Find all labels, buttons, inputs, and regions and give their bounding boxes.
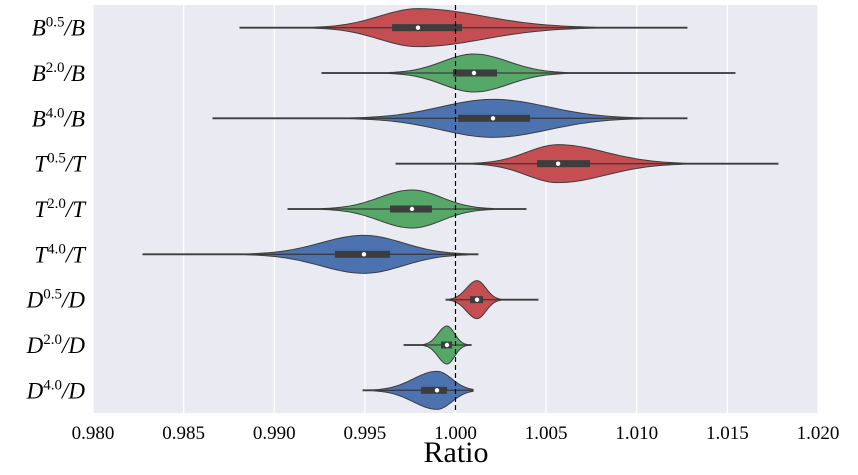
label-base: B	[32, 16, 46, 41]
y-tick-label: B2.0/B	[32, 60, 85, 86]
x-tick-label: 1.010	[615, 423, 658, 444]
x-tick-label: 1.000	[434, 423, 477, 444]
median-dot	[434, 388, 440, 393]
label-tail: /B	[63, 16, 85, 41]
y-tick-label: D2.0/D	[26, 332, 86, 358]
y-tick-label: D4.0/D	[26, 377, 86, 403]
label-exponent: 4.0	[47, 241, 66, 257]
median-dot	[555, 161, 561, 166]
iqr-box	[421, 386, 447, 394]
label-tail: /D	[60, 288, 85, 313]
label-tail: /T	[64, 197, 87, 222]
label-tail: /D	[60, 378, 85, 403]
x-tick-label: 0.990	[253, 423, 296, 444]
median-dot	[409, 206, 415, 212]
label-base: B	[32, 106, 46, 131]
y-tick-label: T0.5/T	[34, 151, 87, 177]
y-tick-label: T4.0/T	[34, 241, 87, 267]
label-base: D	[26, 333, 44, 358]
label-exponent: 2.0	[47, 196, 66, 212]
x-tick-label: 0.995	[344, 423, 387, 444]
label-base: T	[34, 242, 49, 267]
iqr-box	[537, 160, 590, 168]
label-base: T	[34, 152, 49, 177]
x-axis-label: Ratio	[424, 436, 489, 469]
x-tick-label: 1.005	[525, 423, 568, 444]
y-tick-label: D0.5/D	[26, 287, 86, 313]
median-dot	[415, 25, 421, 30]
y-tick-label: T2.0/T	[34, 196, 87, 222]
label-tail: /B	[63, 106, 85, 131]
label-tail: /T	[64, 152, 87, 177]
x-tick-label: 0.985	[162, 423, 205, 444]
median-dot	[444, 342, 450, 348]
median-dot	[474, 297, 480, 302]
label-tail: /D	[60, 333, 85, 358]
iqr-box	[392, 24, 463, 32]
x-tick-label: 0.980	[72, 423, 115, 444]
label-exponent: 0.5	[43, 287, 62, 303]
median-dot	[490, 116, 496, 121]
label-exponent: 0.5	[46, 15, 65, 31]
label-base: T	[34, 197, 49, 222]
x-tick-label: 1.020	[797, 423, 840, 444]
median-dot	[471, 70, 477, 76]
label-base: D	[26, 288, 44, 313]
label-exponent: 2.0	[43, 332, 62, 348]
label-base: B	[32, 61, 46, 86]
label-tail: /T	[64, 242, 87, 267]
y-tick-label: B4.0/B	[32, 105, 85, 131]
label-exponent: 0.5	[47, 151, 66, 167]
label-base: D	[26, 378, 44, 403]
y-tick-label: B0.5/B	[32, 15, 85, 41]
median-dot	[361, 252, 367, 257]
x-tick-label: 1.015	[706, 423, 749, 444]
label-exponent: 4.0	[43, 377, 62, 393]
label-tail: /B	[63, 61, 85, 86]
label-exponent: 4.0	[46, 105, 65, 121]
label-exponent: 2.0	[46, 60, 65, 76]
